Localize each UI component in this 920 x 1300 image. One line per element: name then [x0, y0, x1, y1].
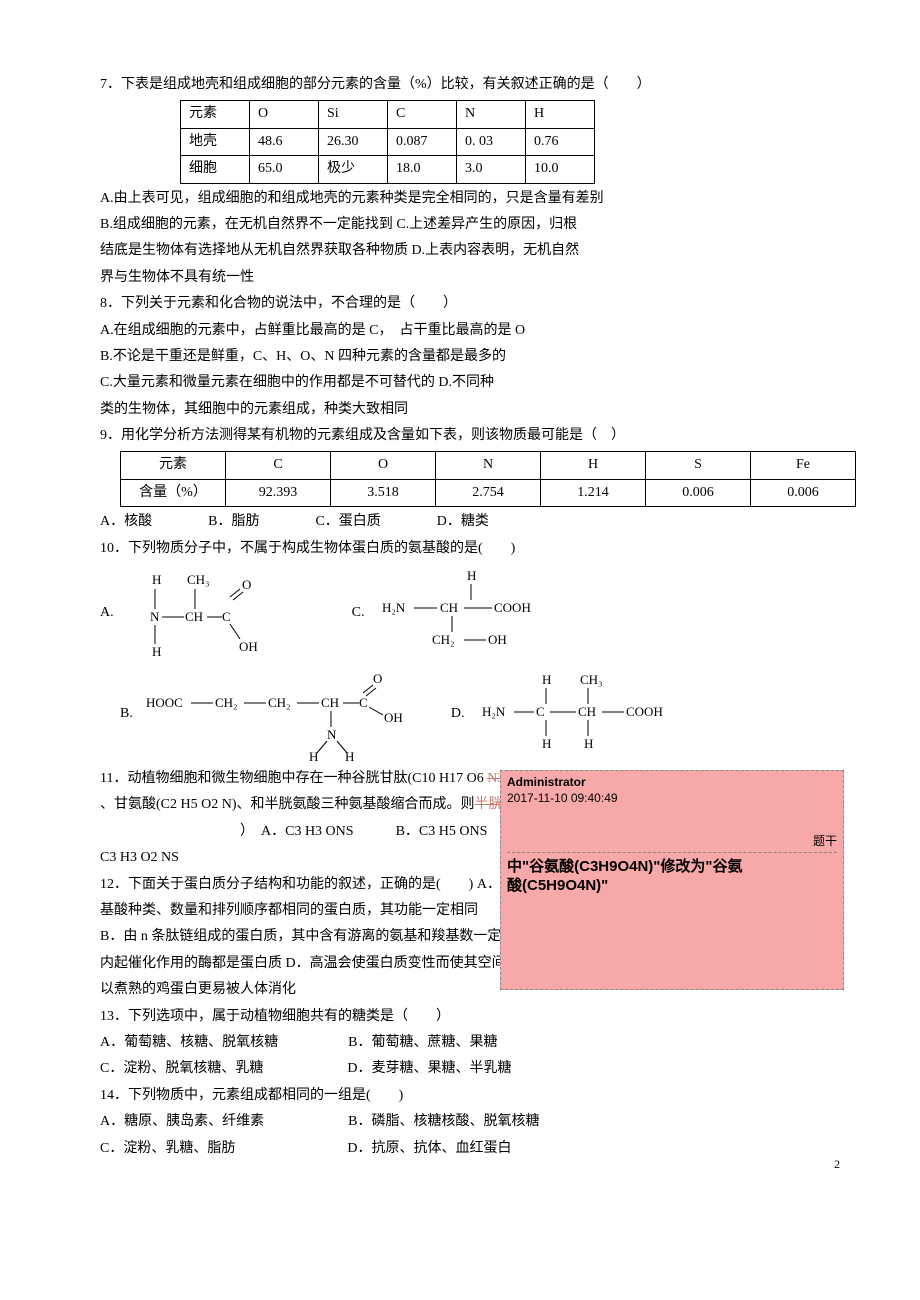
q10-b-structure: O HOOC CH₂ CH₂ CH C OH N H H	[141, 667, 421, 762]
svg-text:CH₂: CH₂	[215, 695, 238, 710]
q10-row1: A. H CH₃ O N CH C H OH C. H H₂N CH COOH CH₂…	[100, 566, 840, 661]
q8-stem: 8．下列关于元素和化合物的说法中，不合理的是（ ）	[100, 293, 840, 315]
svg-text:COOH: COOH	[494, 600, 531, 615]
anno-note1: 中"谷氨酸(C3H9O4N)"修改为"谷氨	[507, 857, 837, 877]
svg-text:CH: CH	[440, 600, 458, 615]
q14-b: C．淀粉、乳糖、脂肪 D．抗原、抗体、血红蛋白	[100, 1138, 840, 1160]
q10-c-label: C.	[352, 602, 365, 624]
svg-text:N: N	[150, 609, 160, 624]
q10-d-structure: H CH₃ H₂N C CH COOH H H	[472, 670, 672, 760]
svg-text:C: C	[536, 704, 545, 719]
q10-a-structure: H CH₃ O N CH C H OH	[122, 569, 292, 659]
svg-text:CH: CH	[578, 704, 596, 719]
svg-text:O: O	[242, 577, 251, 592]
q14-a: A．糖原、胰岛素、纤维素 B．磷脂、核糖核酸、脱氧核糖	[100, 1111, 840, 1133]
svg-text:H: H	[542, 736, 551, 751]
svg-text:H: H	[584, 736, 593, 751]
q13-b: C．淀粉、脱氧核糖、乳糖 D．麦芽糖、果糖、半乳糖	[100, 1058, 840, 1080]
svg-text:OH: OH	[239, 639, 258, 654]
q9-stem: 9．用化学分析方法测得某有机物的元素组成及含量如下表，则该物质最可能是（ ）	[100, 425, 840, 447]
svg-text:H: H	[309, 749, 318, 762]
anno-user: Administrator	[507, 775, 837, 791]
svg-text:CH₂: CH₂	[432, 632, 455, 647]
svg-text:C: C	[222, 609, 231, 624]
q10-d-label: D.	[451, 703, 465, 725]
anno-arrow: 题干	[507, 834, 837, 853]
q13-stem: 13．下列选项中，属于动植物细胞共有的糖类是（ ）	[100, 1006, 840, 1028]
svg-text:CH₃: CH₃	[580, 672, 603, 687]
svg-text:H: H	[542, 672, 551, 687]
q8-d: 类的生物体，其细胞中的元素组成，种类大致相同	[100, 399, 840, 421]
q9-table: 元素CONHSFe 含量（%）92.3933.5182.7541.2140.00…	[120, 451, 856, 507]
svg-text:H: H	[345, 749, 354, 762]
q13-a: A．葡萄糖、核糖、脱氧核糖 B．葡萄糖、蔗糖、果糖	[100, 1032, 840, 1054]
svg-text:CH: CH	[185, 609, 203, 624]
q10-b-label: B.	[120, 703, 133, 725]
q10-c-structure: H H₂N CH COOH CH₂ OH	[372, 566, 572, 661]
q7-stem: 7．下表是组成地壳和组成细胞的部分元素的含量（%）比较，有关叙述正确的是（ ）	[100, 74, 840, 96]
svg-text:H: H	[467, 568, 476, 583]
q7-optBC3: 界与生物体不具有统一性	[100, 267, 840, 289]
q8-a: A.在组成细胞的元素中，占鲜重比最高的是 C， 占干重比最高的是 O	[100, 320, 840, 342]
q10-a-label: A.	[100, 602, 114, 624]
svg-text:HOOC: HOOC	[146, 695, 183, 710]
svg-text:N: N	[327, 727, 337, 742]
svg-text:C: C	[359, 695, 368, 710]
svg-text:OH: OH	[384, 710, 403, 725]
svg-text:H₂N: H₂N	[482, 704, 506, 719]
svg-text:CH₃: CH₃	[187, 572, 210, 587]
page-number: 2	[834, 1155, 840, 1174]
q7-optBC: B.组成细胞的元素，在无机自然界不一定能找到 C.上述差异产生的原因，归根	[100, 214, 840, 236]
anno-time: 2017-11-10 09:40:49	[507, 791, 837, 807]
svg-text:H: H	[152, 572, 161, 587]
q8-b: B.不论是干重还是鲜重，C、H、O、N 四种元素的含量都是最多的	[100, 346, 840, 368]
anno-note2: 酸(C5H9O4N)"	[507, 876, 837, 896]
svg-text:H: H	[152, 644, 161, 659]
q7-table: 元素OSiCNH 地壳48.626.300.0870. 030.76 细胞65.…	[180, 100, 595, 183]
q14-stem: 14．下列物质中，元素组成都相同的一组是( )	[100, 1085, 840, 1107]
q9-opts: A．核酸 B．脂肪 C．蛋白质 D．糖类	[100, 511, 840, 533]
q7-optBC2: 结底是生物体有选择地从无机自然界获取各种物质 D.上表内容表明，无机自然	[100, 240, 840, 262]
annotation-box[interactable]: Administrator 2017-11-10 09:40:49 题干 中"谷…	[500, 770, 844, 990]
q8-c: C.大量元素和微量元素在细胞中的作用都是不可替代的 D.不同种	[100, 372, 840, 394]
q7-optA: A.由上表可见，组成细胞的和组成地壳的元素种类是完全相同的，只是含量有差别	[100, 188, 840, 210]
svg-text:CH: CH	[321, 695, 339, 710]
svg-text:O: O	[373, 671, 382, 686]
svg-text:H₂N: H₂N	[382, 600, 406, 615]
svg-text:COOH: COOH	[626, 704, 663, 719]
q10-stem: 10．下列物质分子中，不属于构成生物体蛋白质的氨基酸的是( )	[100, 538, 840, 560]
svg-text:OH: OH	[488, 632, 507, 647]
q10-row2: B. O HOOC CH₂ CH₂ CH COH N HH D. HCH₃ H₂…	[100, 667, 840, 762]
svg-text:CH₂: CH₂	[268, 695, 291, 710]
